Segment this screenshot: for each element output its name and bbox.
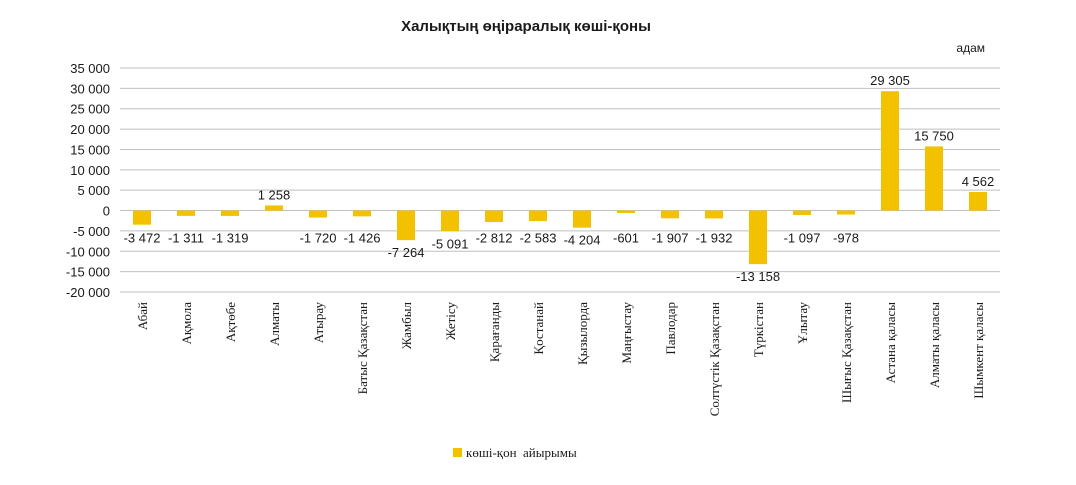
y-tick-label: 25 000: [70, 102, 110, 117]
bar: [309, 210, 327, 218]
data-label: -601: [613, 231, 639, 246]
x-tick-label: Ақмола: [179, 302, 194, 345]
bar: [969, 191, 987, 211]
x-tick-label: Алматы қаласы: [927, 302, 942, 388]
data-label: -978: [833, 231, 859, 246]
y-tick-label: 15 000: [70, 142, 110, 157]
data-label: -5 091: [432, 236, 469, 251]
bar: [133, 210, 151, 225]
x-tick-label: Шымкент қаласы: [971, 302, 986, 399]
data-label: 1 258: [258, 187, 291, 202]
bar: [441, 210, 459, 232]
x-tick-label: Ұлытау: [795, 302, 810, 345]
chart-title: Халықтың өңіраралық көші-қоны: [401, 18, 651, 35]
x-tick-label: Маңғыстау: [619, 302, 634, 364]
data-label: 4 562: [962, 174, 995, 189]
bar: [485, 210, 503, 222]
x-tick-label: Павлодар: [663, 302, 678, 355]
data-label: -1 311: [168, 231, 204, 246]
data-labels: -3 472 -1 311 -1 319 1 258 -1 720 -1 426 -7 26…: [124, 73, 995, 284]
data-label: -1 426: [344, 231, 381, 246]
data-label: -1 319: [212, 231, 249, 246]
x-tick-label: Алматы: [267, 302, 282, 346]
y-tick-label: 5 000: [77, 183, 110, 198]
unit-label: адам: [956, 41, 985, 55]
bar: [177, 210, 195, 216]
y-tick-label: -10 000: [66, 244, 110, 259]
y-tick-label: 35 000: [70, 61, 110, 76]
bar: [925, 146, 943, 211]
gridlines: [120, 67, 1000, 293]
y-axis-ticks: 35 000 30 000 25 000 20 000 15 000 10 000 5 00…: [66, 61, 110, 300]
x-tick-label: Қарағанды: [487, 302, 502, 362]
data-label: -2 583: [520, 231, 557, 246]
x-tick-label: Абай: [135, 302, 150, 330]
data-label: -2 812: [476, 231, 513, 246]
bar: [661, 210, 679, 219]
bar: [573, 210, 591, 228]
bar: [749, 210, 767, 265]
bar: [881, 91, 899, 211]
bar: [705, 210, 723, 219]
bar: [837, 210, 855, 215]
x-axis-ticks: Абай Ақмола Ақтөбе Алматы Атырау Батыс Қазақс…: [135, 302, 986, 417]
y-tick-label: 10 000: [70, 163, 110, 178]
bars: [133, 91, 987, 265]
data-label: -4 204: [564, 233, 601, 248]
bar: [793, 210, 811, 216]
y-tick-label: 0: [103, 204, 110, 219]
bar: [265, 205, 283, 211]
legend: көші-қон айырымы: [453, 445, 577, 460]
x-tick-label: Батыс Қазақстан: [355, 302, 370, 394]
x-tick-label: Астана қаласы: [883, 302, 898, 384]
x-tick-label: Жамбыл: [399, 302, 414, 350]
data-label: -13 158: [736, 269, 780, 284]
bar: [617, 210, 635, 213]
bar: [529, 210, 547, 222]
x-tick-label: Түркістан: [751, 302, 766, 357]
data-label: -3 472: [124, 231, 161, 246]
bar: [353, 210, 371, 217]
data-label: -1 932: [696, 231, 733, 246]
data-label: -1 097: [784, 231, 821, 246]
data-label: -1 720: [300, 231, 337, 246]
y-tick-label: 30 000: [70, 81, 110, 96]
y-tick-label: 20 000: [70, 122, 110, 137]
x-tick-label: Атырау: [311, 302, 326, 344]
x-tick-label: Қызылорда: [575, 302, 590, 365]
data-label: 29 305: [870, 73, 910, 88]
bar: [221, 210, 239, 216]
legend-label: көші-қон айырымы: [466, 445, 577, 460]
x-tick-label: Солтүстік Қазақстан: [707, 302, 722, 416]
bar: [397, 210, 415, 241]
x-tick-label: Шығыс Қазақстан: [839, 302, 854, 403]
x-tick-label: Ақтөбе: [223, 302, 238, 342]
y-tick-label: -20 000: [66, 285, 110, 300]
data-label: -7 264: [388, 245, 425, 260]
x-tick-label: Жетісу: [443, 302, 458, 341]
y-tick-label: -5 000: [73, 224, 110, 239]
legend-swatch: [453, 448, 462, 457]
data-label: -1 907: [652, 231, 689, 246]
data-label: 15 750: [914, 128, 954, 143]
y-tick-label: -15 000: [66, 265, 110, 280]
x-tick-label: Қостанай: [531, 302, 546, 355]
